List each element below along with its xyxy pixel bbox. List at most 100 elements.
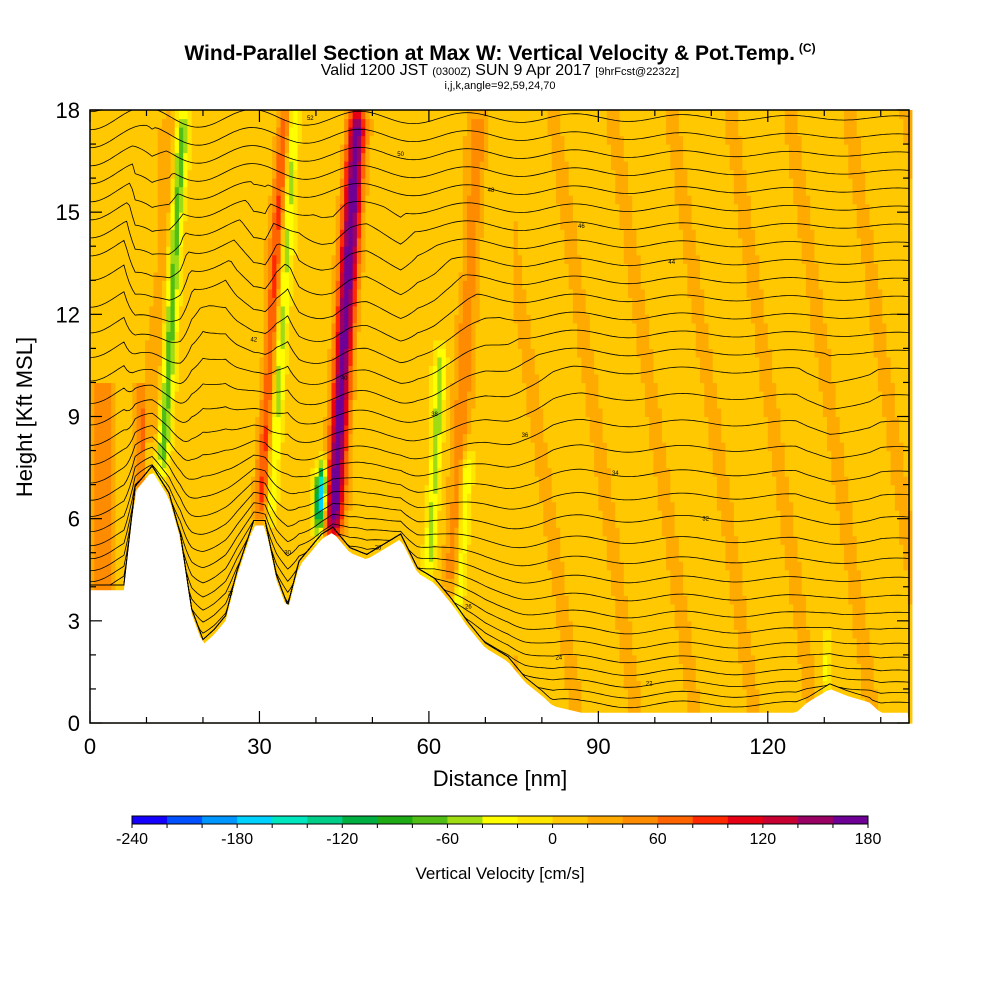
- field-cell: [136, 271, 142, 281]
- field-cell: [217, 348, 222, 358]
- field-cell: [331, 416, 337, 426]
- field-cell: [280, 561, 286, 571]
- field-cell: [90, 433, 95, 443]
- field-cell: [187, 416, 193, 426]
- field-cell: [187, 425, 193, 435]
- field-cell: [356, 373, 362, 384]
- field-cell: [238, 450, 244, 460]
- field-cell: [90, 578, 95, 588]
- field-cell: [297, 271, 303, 281]
- field-cell: [191, 110, 197, 120]
- field-cell: [234, 246, 239, 256]
- field-cell: [246, 484, 252, 494]
- field-cell: [373, 127, 379, 137]
- field-cell: [178, 459, 184, 469]
- field-cell: [361, 135, 366, 145]
- field-cell: [195, 331, 201, 341]
- field-cell: [166, 442, 172, 452]
- field-cell: [98, 178, 104, 188]
- field-cell: [174, 229, 180, 239]
- field-cell: [259, 169, 265, 179]
- field-cell: [356, 527, 362, 537]
- field-cell: [356, 510, 362, 520]
- field-cell: [94, 578, 100, 588]
- field-cell: [102, 144, 108, 154]
- field-cell: [361, 263, 366, 273]
- field-cell: [297, 544, 303, 554]
- field-cell: [318, 459, 324, 469]
- field-cell: [356, 407, 362, 418]
- field-cell: [166, 203, 172, 213]
- field-cell: [344, 144, 350, 154]
- field-cell: [267, 373, 273, 384]
- field-cell: [289, 186, 294, 196]
- field-cell: [170, 356, 176, 367]
- field-cell: [234, 212, 239, 222]
- field-cell: [123, 390, 129, 401]
- field-cell: [170, 280, 176, 290]
- field-cell: [318, 425, 324, 435]
- field-cell: [166, 118, 172, 128]
- field-cell: [331, 501, 337, 511]
- field-cell: [132, 331, 138, 341]
- field-cell: [297, 373, 303, 384]
- field-cell: [293, 178, 299, 188]
- field-cell: [208, 263, 214, 273]
- field-cell: [128, 229, 133, 239]
- field-cell: [280, 382, 286, 392]
- field-cell: [297, 161, 303, 171]
- field-cell: [178, 501, 184, 511]
- field-cell: [276, 212, 282, 222]
- field-cell: [280, 203, 286, 213]
- field-cell: [259, 433, 265, 443]
- field-cell: [195, 110, 201, 120]
- field-cell: [119, 459, 125, 469]
- field-cell: [136, 127, 142, 137]
- field-cell: [331, 178, 337, 188]
- field-cell: [339, 271, 345, 281]
- field-cell: [208, 297, 214, 307]
- field-cell: [208, 484, 214, 494]
- field-cell: [297, 467, 303, 477]
- field-cell: [238, 118, 244, 128]
- field-cell: [348, 152, 354, 162]
- field-cell: [378, 118, 383, 128]
- field-cell: [111, 220, 117, 230]
- field-cell: [166, 152, 172, 162]
- field-cell: [263, 203, 269, 213]
- field-cell: [344, 331, 350, 341]
- field-cell: [356, 382, 362, 392]
- field-cell: [157, 390, 163, 401]
- field-cell: [369, 476, 375, 486]
- field-cell: [191, 161, 197, 171]
- field-cell: [348, 246, 354, 256]
- field-cell: [327, 161, 333, 171]
- field-cell: [102, 169, 108, 179]
- field-cell: [348, 254, 354, 264]
- field-cell: [183, 237, 189, 247]
- field-cell: [136, 280, 142, 290]
- field-cell: [221, 305, 227, 315]
- field-cell: [162, 467, 167, 477]
- field-cell: [331, 399, 337, 409]
- field-cell: [339, 433, 345, 443]
- field-cell: [318, 501, 324, 511]
- field-cell: [297, 314, 303, 324]
- field-cell: [174, 348, 180, 358]
- field-cell: [284, 365, 290, 375]
- field-cell: [162, 433, 167, 443]
- field-cell: [128, 476, 133, 486]
- field-cell: [145, 144, 150, 154]
- field-cell: [373, 382, 379, 392]
- field-cell: [162, 382, 167, 392]
- field-cell: [234, 263, 239, 273]
- field-cell: [284, 561, 290, 571]
- field-cell: [272, 246, 277, 256]
- field-cell: [301, 203, 307, 213]
- field-cell: [267, 271, 273, 281]
- field-cell: [178, 476, 184, 486]
- field-cell: [157, 161, 163, 171]
- field-cell: [272, 356, 277, 367]
- field-cell: [153, 220, 159, 230]
- field-cell: [178, 305, 184, 315]
